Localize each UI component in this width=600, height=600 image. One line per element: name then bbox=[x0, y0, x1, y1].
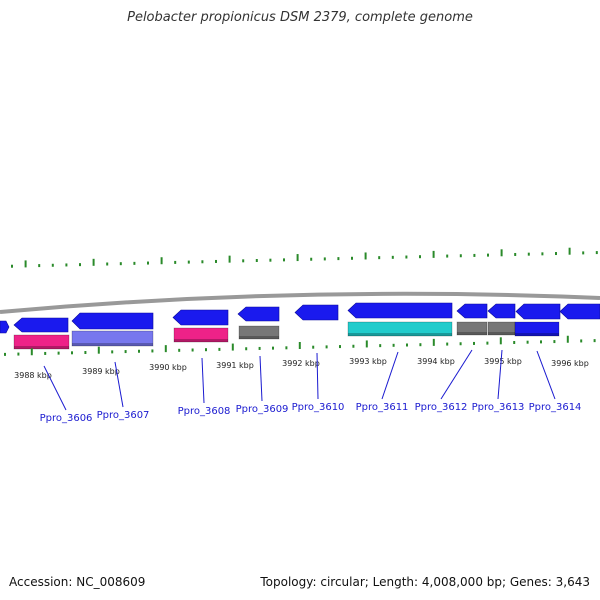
feature-track bbox=[0, 302, 600, 350]
kbp-label: 3989 kbp bbox=[82, 367, 120, 376]
genome-title: Pelobacter propionicus DSM 2379, complet… bbox=[127, 10, 473, 25]
gene-label: Ppro_3609 bbox=[236, 404, 289, 415]
leader-line bbox=[114, 361, 124, 408]
feature-block bbox=[238, 325, 280, 340]
leader-line bbox=[316, 352, 319, 400]
kbp-labels: 3988 kbp 3989 kbp 3990 kbp 3991 kbp 3992 kbp… bbox=[14, 357, 589, 380]
leader-line bbox=[440, 349, 473, 400]
cds-feature bbox=[172, 309, 229, 326]
kbp-label: 3995 kbp bbox=[484, 357, 522, 366]
feature-block-shade bbox=[488, 332, 515, 335]
gene-label: Ppro_3612 bbox=[415, 402, 468, 413]
cds-feature bbox=[487, 303, 516, 319]
kbp-label: 3992 kbp bbox=[282, 359, 320, 368]
feature-block-shade bbox=[72, 343, 153, 346]
feature-block-shade bbox=[14, 346, 69, 349]
feature-block-shade bbox=[348, 333, 452, 336]
kbp-label: 3991 kbp bbox=[216, 361, 254, 370]
kbp-label: 3994 kbp bbox=[417, 357, 455, 366]
cds-feature bbox=[237, 306, 280, 322]
feature-block bbox=[173, 327, 229, 343]
gene-label: Ppro_3610 bbox=[292, 402, 345, 413]
gene-label: Ppro_3606 bbox=[40, 413, 93, 424]
gene-label: Ppro_3608 bbox=[178, 406, 231, 417]
cds-feature bbox=[456, 303, 488, 319]
gene-label: Ppro_3613 bbox=[472, 402, 525, 413]
feature-block bbox=[71, 330, 154, 347]
feature-block bbox=[13, 334, 70, 350]
feature-block bbox=[514, 321, 560, 337]
kbp-label: 3988 kbp bbox=[14, 371, 52, 380]
leader-line bbox=[381, 351, 399, 400]
kbp-ruler bbox=[4, 335, 596, 356]
label-leader-lines bbox=[43, 349, 556, 411]
genome-backbone bbox=[0, 291, 600, 314]
cds-feature bbox=[347, 302, 453, 319]
kbp-label: 3993 kbp bbox=[349, 357, 387, 366]
feature-block-shade bbox=[174, 339, 228, 342]
leader-line bbox=[201, 357, 205, 404]
kbp-label: 3996 kbp bbox=[551, 359, 589, 368]
leader-line bbox=[497, 349, 503, 400]
leader-line bbox=[43, 365, 67, 411]
feature-block-shade bbox=[239, 336, 279, 339]
leader-line bbox=[259, 355, 263, 402]
cds-feature bbox=[294, 304, 339, 321]
genome-summary-text: Topology: circular; Length: 4,008,000 bp… bbox=[260, 575, 590, 589]
cds-feature bbox=[13, 317, 69, 333]
gene-label: Ppro_3607 bbox=[97, 410, 150, 421]
cds-feature bbox=[71, 312, 154, 330]
accession-text: Accession: NC_008609 bbox=[9, 575, 146, 589]
gc-skew-track bbox=[11, 247, 598, 268]
gene-labels: Ppro_3606 Ppro_3607 Ppro_3608 Ppro_3609 Ppro… bbox=[40, 402, 582, 424]
leader-line bbox=[536, 350, 556, 400]
cds-feature bbox=[559, 303, 600, 320]
cds-feature bbox=[0, 320, 10, 334]
feature-block-shade bbox=[515, 333, 559, 336]
feature-block-shade bbox=[457, 332, 487, 335]
gene-label: Ppro_3611 bbox=[356, 402, 409, 413]
feature-block bbox=[347, 321, 453, 337]
kbp-label: 3990 kbp bbox=[149, 363, 187, 372]
cds-feature bbox=[515, 303, 561, 320]
feature-block bbox=[456, 321, 488, 336]
gene-label: Ppro_3614 bbox=[529, 402, 582, 413]
